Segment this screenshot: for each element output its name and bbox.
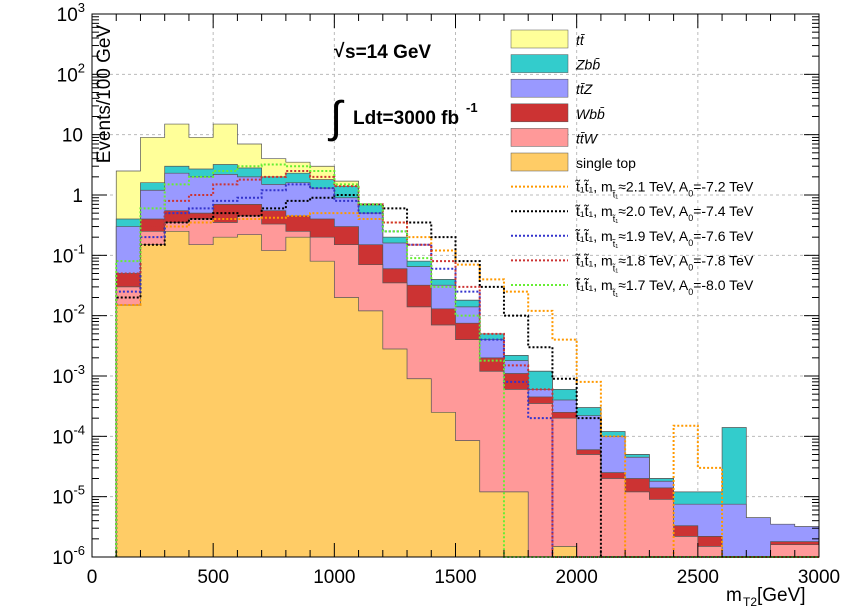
legend-swatch-5: [510, 152, 569, 172]
x-tick-label: 2500: [677, 567, 719, 588]
integral-sign: ∫: [327, 93, 345, 142]
x-tick-label: 0: [87, 567, 98, 588]
x-tick-label: 2000: [556, 567, 598, 588]
legend-swatch-2: [510, 78, 569, 98]
background-stacks: [115, 123, 820, 558]
legend-signal-label-3: t̃₁t̃₁, mt̃₁≈1.8 TeV, A0=-7.8 TeV: [575, 252, 754, 273]
legend-label-0: tt̄: [576, 32, 585, 48]
y-tick-label: 10-5: [52, 483, 85, 509]
x-axis-ticks: 0 500 1000 1500 2000 2500 3000: [87, 14, 840, 588]
legend-label-3: Wbb̄: [576, 106, 605, 122]
y-tick-label: 10-3: [52, 362, 85, 388]
signal-line-2: [115, 183, 819, 558]
x-tick-label: 1000: [313, 567, 355, 588]
x-axis-label-main: m: [726, 585, 742, 606]
legend-label-5: single top: [576, 155, 636, 171]
x-axis-label-sub: T2: [743, 595, 757, 609]
x-tick-label: 500: [197, 567, 229, 588]
luminosity-annotation: ∫ Ldt=3000 fb -1: [327, 93, 478, 142]
energy-annotation: √ s=14 GeV: [334, 41, 431, 63]
legend-swatch-1: [510, 54, 569, 73]
y-tick-label: 10-6: [52, 543, 85, 569]
energy-sqrt: √: [334, 41, 345, 62]
energy-text: s=14 GeV: [345, 42, 431, 63]
legend: tt̄ Zbb̄ tt̄Z Wbb̄ tt̄W single top t̃₁t̃₁, mt̃…: [510, 29, 754, 298]
y-tick-label: 10-1: [52, 241, 85, 267]
legend-swatch-0: [510, 29, 569, 49]
legend-signal-label-0: t̃₁t̃₁, mt̃₁≈2.1 TeV, A0=-7.2 TeV: [575, 179, 754, 200]
y-tick-label: 10: [62, 126, 83, 147]
y-tick-label: 10-2: [52, 302, 85, 328]
x-tick-label: 1500: [434, 567, 476, 588]
y-tick-label: 102: [57, 60, 85, 86]
y-tick-label: 103: [57, 0, 85, 26]
legend-label-2: tt̄Z: [576, 81, 593, 97]
legend-swatch-3: [510, 103, 569, 123]
legend-label-1: Zbb̄: [575, 57, 600, 73]
lumi-text: Ldt=3000 fb: [353, 108, 459, 129]
lumi-exponent: -1: [466, 100, 478, 115]
legend-signal-label-4: t̃₁t̃₁, mt̃₁≈1.7 TeV, A0=-8.0 TeV: [575, 277, 754, 298]
x-tick-label: 3000: [798, 567, 840, 588]
x-axis-label-unit: [GeV]: [757, 585, 806, 606]
y-tick-label: 1: [72, 186, 83, 207]
x-axis-label: m T2 [GeV]: [726, 585, 806, 609]
legend-signal-label-1: t̃₁t̃₁, mt̃₁≈2.0 TeV, A0=-7.4 TeV: [575, 203, 754, 224]
y-axis-label: Events/100 GeV: [94, 24, 115, 163]
legend-swatch-4: [510, 128, 569, 147]
legend-label-4: tt̄W: [576, 130, 599, 146]
legend-signal-label-2: t̃₁t̃₁, mt̃₁≈1.9 TeV, A0=-7.6 TeV: [575, 228, 754, 249]
y-tick-label: 10-4: [52, 422, 85, 448]
signal-line-0: [115, 212, 819, 558]
